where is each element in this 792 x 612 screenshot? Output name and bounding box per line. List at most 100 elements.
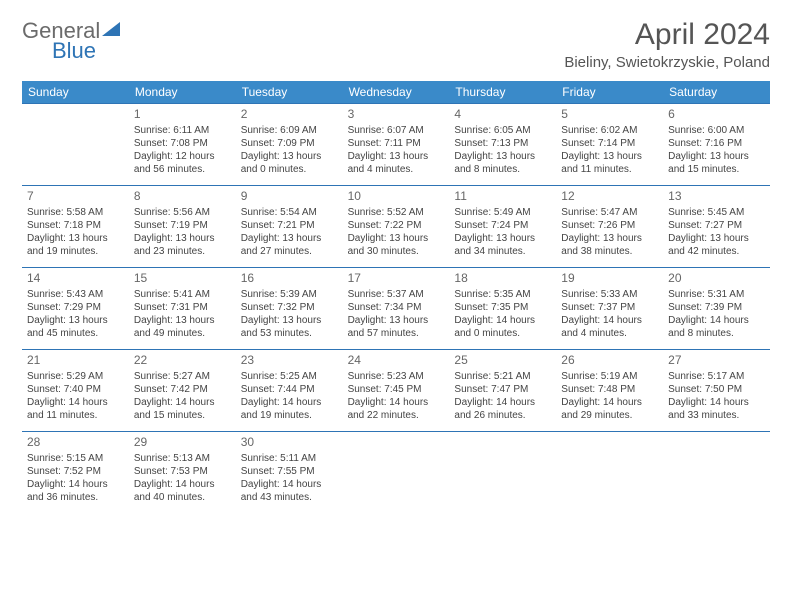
daylight-text: Daylight: 14 hours and 15 minutes.	[134, 396, 231, 422]
sunrise-text: Sunrise: 6:00 AM	[668, 124, 765, 137]
day-number: 27	[668, 353, 765, 369]
sunrise-text: Sunrise: 5:27 AM	[134, 370, 231, 383]
daylight-text: Daylight: 13 hours and 42 minutes.	[668, 232, 765, 258]
daylight-text: Daylight: 13 hours and 15 minutes.	[668, 150, 765, 176]
day-number: 24	[348, 353, 445, 369]
day-number: 23	[241, 353, 338, 369]
sunset-text: Sunset: 7:27 PM	[668, 219, 765, 232]
calendar-cell: 11Sunrise: 5:49 AMSunset: 7:24 PMDayligh…	[449, 185, 556, 267]
day-number: 20	[668, 271, 765, 287]
calendar-cell: 24Sunrise: 5:23 AMSunset: 7:45 PMDayligh…	[343, 349, 450, 431]
calendar-cell: 23Sunrise: 5:25 AMSunset: 7:44 PMDayligh…	[236, 349, 343, 431]
sunset-text: Sunset: 7:39 PM	[668, 301, 765, 314]
day-number: 16	[241, 271, 338, 287]
calendar-cell: 12Sunrise: 5:47 AMSunset: 7:26 PMDayligh…	[556, 185, 663, 267]
calendar-cell: 19Sunrise: 5:33 AMSunset: 7:37 PMDayligh…	[556, 267, 663, 349]
daylight-text: Daylight: 14 hours and 36 minutes.	[27, 478, 124, 504]
brand-text-2: Blue	[52, 38, 96, 63]
daylight-text: Daylight: 13 hours and 0 minutes.	[241, 150, 338, 176]
brand-logo: General Blue	[22, 18, 124, 44]
sunrise-text: Sunrise: 5:45 AM	[668, 206, 765, 219]
day-header: Wednesday	[343, 81, 450, 103]
daylight-text: Daylight: 13 hours and 34 minutes.	[454, 232, 551, 258]
calendar-cell	[343, 431, 450, 513]
sunset-text: Sunset: 7:13 PM	[454, 137, 551, 150]
calendar-cell: 8Sunrise: 5:56 AMSunset: 7:19 PMDaylight…	[129, 185, 236, 267]
calendar-cell: 3Sunrise: 6:07 AMSunset: 7:11 PMDaylight…	[343, 103, 450, 185]
sunrise-text: Sunrise: 6:05 AM	[454, 124, 551, 137]
calendar-cell: 28Sunrise: 5:15 AMSunset: 7:52 PMDayligh…	[22, 431, 129, 513]
calendar-cell: 22Sunrise: 5:27 AMSunset: 7:42 PMDayligh…	[129, 349, 236, 431]
sunrise-text: Sunrise: 5:35 AM	[454, 288, 551, 301]
sunrise-text: Sunrise: 5:43 AM	[27, 288, 124, 301]
sunrise-text: Sunrise: 5:15 AM	[27, 452, 124, 465]
sunset-text: Sunset: 7:34 PM	[348, 301, 445, 314]
day-number: 5	[561, 107, 658, 123]
sunrise-text: Sunrise: 5:39 AM	[241, 288, 338, 301]
sunset-text: Sunset: 7:08 PM	[134, 137, 231, 150]
daylight-text: Daylight: 13 hours and 30 minutes.	[348, 232, 445, 258]
day-number: 15	[134, 271, 231, 287]
sunset-text: Sunset: 7:45 PM	[348, 383, 445, 396]
calendar-cell: 2Sunrise: 6:09 AMSunset: 7:09 PMDaylight…	[236, 103, 343, 185]
day-number: 1	[134, 107, 231, 123]
daylight-text: Daylight: 13 hours and 4 minutes.	[348, 150, 445, 176]
sunrise-text: Sunrise: 5:21 AM	[454, 370, 551, 383]
sunrise-text: Sunrise: 5:17 AM	[668, 370, 765, 383]
sunset-text: Sunset: 7:19 PM	[134, 219, 231, 232]
calendar-cell	[556, 431, 663, 513]
sunrise-text: Sunrise: 5:13 AM	[134, 452, 231, 465]
sunset-text: Sunset: 7:52 PM	[27, 465, 124, 478]
sunrise-text: Sunrise: 5:23 AM	[348, 370, 445, 383]
day-number: 14	[27, 271, 124, 287]
daylight-text: Daylight: 14 hours and 33 minutes.	[668, 396, 765, 422]
calendar-cell: 4Sunrise: 6:05 AMSunset: 7:13 PMDaylight…	[449, 103, 556, 185]
day-number: 26	[561, 353, 658, 369]
sunset-text: Sunset: 7:29 PM	[27, 301, 124, 314]
calendar-cell: 14Sunrise: 5:43 AMSunset: 7:29 PMDayligh…	[22, 267, 129, 349]
sunrise-text: Sunrise: 5:33 AM	[561, 288, 658, 301]
sunset-text: Sunset: 7:22 PM	[348, 219, 445, 232]
day-number: 17	[348, 271, 445, 287]
day-number: 30	[241, 435, 338, 451]
day-number: 22	[134, 353, 231, 369]
daylight-text: Daylight: 13 hours and 53 minutes.	[241, 314, 338, 340]
daylight-text: Daylight: 13 hours and 27 minutes.	[241, 232, 338, 258]
page-header: General Blue April 2024 Bieliny, Swietok…	[22, 18, 770, 71]
sunrise-text: Sunrise: 5:49 AM	[454, 206, 551, 219]
daylight-text: Daylight: 14 hours and 19 minutes.	[241, 396, 338, 422]
sunrise-text: Sunrise: 6:11 AM	[134, 124, 231, 137]
day-number: 2	[241, 107, 338, 123]
day-header: Sunday	[22, 81, 129, 103]
daylight-text: Daylight: 13 hours and 49 minutes.	[134, 314, 231, 340]
calendar-cell	[22, 103, 129, 185]
day-number: 9	[241, 189, 338, 205]
daylight-text: Daylight: 14 hours and 22 minutes.	[348, 396, 445, 422]
day-number: 7	[27, 189, 124, 205]
day-header: Friday	[556, 81, 663, 103]
sunrise-text: Sunrise: 6:07 AM	[348, 124, 445, 137]
calendar-cell: 29Sunrise: 5:13 AMSunset: 7:53 PMDayligh…	[129, 431, 236, 513]
calendar-cell	[449, 431, 556, 513]
sunset-text: Sunset: 7:53 PM	[134, 465, 231, 478]
daylight-text: Daylight: 14 hours and 4 minutes.	[561, 314, 658, 340]
brand-triangle-icon	[102, 22, 124, 38]
sunrise-text: Sunrise: 5:11 AM	[241, 452, 338, 465]
calendar-cell: 17Sunrise: 5:37 AMSunset: 7:34 PMDayligh…	[343, 267, 450, 349]
daylight-text: Daylight: 14 hours and 29 minutes.	[561, 396, 658, 422]
day-number: 21	[27, 353, 124, 369]
daylight-text: Daylight: 12 hours and 56 minutes.	[134, 150, 231, 176]
sunset-text: Sunset: 7:48 PM	[561, 383, 658, 396]
sunset-text: Sunset: 7:44 PM	[241, 383, 338, 396]
calendar-cell: 27Sunrise: 5:17 AMSunset: 7:50 PMDayligh…	[663, 349, 770, 431]
calendar-cell: 20Sunrise: 5:31 AMSunset: 7:39 PMDayligh…	[663, 267, 770, 349]
sunrise-text: Sunrise: 5:25 AM	[241, 370, 338, 383]
sunset-text: Sunset: 7:16 PM	[668, 137, 765, 150]
day-number: 18	[454, 271, 551, 287]
calendar-cell: 30Sunrise: 5:11 AMSunset: 7:55 PMDayligh…	[236, 431, 343, 513]
daylight-text: Daylight: 13 hours and 19 minutes.	[27, 232, 124, 258]
daylight-text: Daylight: 14 hours and 26 minutes.	[454, 396, 551, 422]
daylight-text: Daylight: 13 hours and 57 minutes.	[348, 314, 445, 340]
calendar-cell: 1Sunrise: 6:11 AMSunset: 7:08 PMDaylight…	[129, 103, 236, 185]
sunrise-text: Sunrise: 5:37 AM	[348, 288, 445, 301]
